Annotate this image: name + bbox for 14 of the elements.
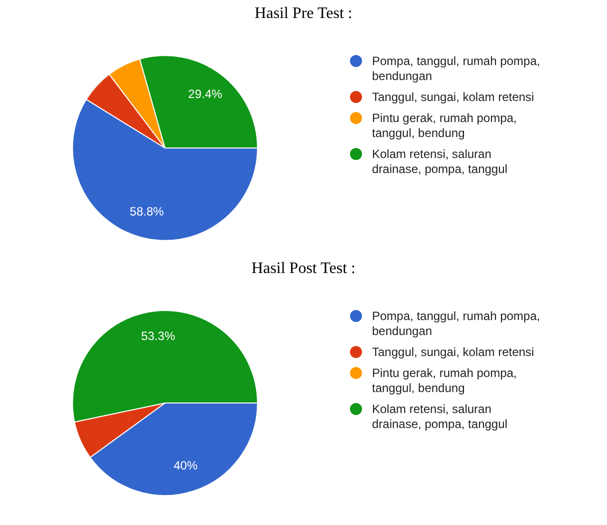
legend-label: Pompa, tanggul, rumah pompa, bendungan [372, 309, 540, 338]
data-label: 29.4% [188, 87, 222, 102]
legend-label: Pintu gerak, rumah pompa, tanggul, bendung [372, 111, 517, 140]
chart-title: Hasil Pre Test : [254, 4, 354, 24]
data-label: 53.3% [141, 329, 176, 344]
legend-label: Kolam retensi, saluran drainase, pompa, tanggul [372, 147, 508, 176]
chart-title: Hasil Post Test : [250, 259, 356, 279]
legend-label: Tanggul, sungai, kolam retensi [372, 345, 534, 359]
data-label: 58.8% [130, 204, 164, 218]
data-label: 40% [174, 458, 198, 473]
legend-label: Pompa, tanggul, rumah pompa, bendungan [372, 54, 540, 83]
legend-label: Kolam retensi, saluran drainase, pompa, tanggul [372, 402, 508, 431]
legend-label: Pintu gerak, rumah pompa, tanggul, bendung [372, 366, 517, 395]
legend-label: Tanggul, sungai, kolam retensi [372, 90, 534, 104]
